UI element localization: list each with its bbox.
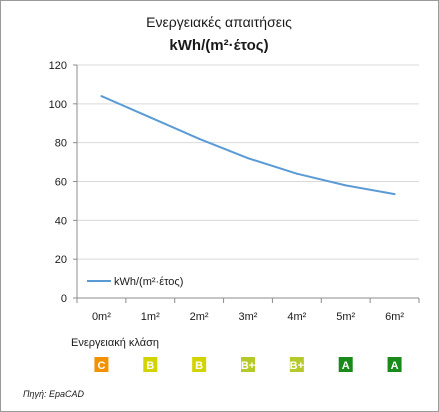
series-line	[101, 95, 395, 196]
energy-class-badge-box	[94, 357, 109, 372]
energy-class-badge-box	[289, 357, 304, 372]
energy-class-badge: B	[192, 357, 207, 372]
data-point	[247, 157, 249, 160]
energy-class-badge-text: B+	[241, 360, 255, 372]
axes	[73, 64, 420, 303]
data-point	[149, 116, 152, 119]
energy-class-badge-text: B	[146, 360, 154, 372]
energy-class-badge-box	[241, 357, 255, 372]
data-point	[393, 193, 396, 196]
energy-class-badge-text: A	[342, 360, 350, 372]
source-note: Πηγή: EpaCAD	[23, 389, 85, 399]
energy-class-badge-text: B+	[290, 360, 304, 372]
y-tick-label: 120	[49, 60, 67, 72]
series-layer	[100, 95, 396, 196]
data-point	[100, 95, 103, 98]
energy-class-badge-text: A	[391, 360, 399, 372]
energy-class-badge-box	[192, 357, 207, 372]
energy-class-badge: A	[387, 357, 402, 372]
y-tick-label: 40	[55, 215, 67, 227]
energy-class-badge-box	[387, 357, 402, 372]
energy-class-badge: A	[338, 357, 353, 372]
legend: kWh/(m²·έτος)	[87, 276, 183, 288]
energy-class-badge-text: B	[195, 360, 203, 372]
y-tick-label: 0	[61, 293, 67, 305]
y-tick-label: 80	[55, 138, 67, 150]
y-axis-ticks: 0 20 40 60 80 100 120	[49, 60, 67, 305]
y-tick-label: 100	[49, 99, 67, 111]
x-tick-label: 3m²	[239, 311, 258, 323]
energy-class-label: Ενεργειακή κλάση	[71, 337, 159, 349]
gridlines	[77, 64, 419, 260]
energy-class-badge-box	[338, 357, 353, 372]
energy-class-badge: B+	[290, 357, 304, 372]
chart-subtitle: kWh/(m²·έτος)	[169, 37, 268, 54]
energy-class-badge: C	[94, 357, 109, 372]
energy-class-badge: B	[143, 357, 158, 372]
x-tick-label: 1m²	[141, 311, 160, 323]
data-point	[344, 184, 347, 187]
legend-label: kWh/(m²·έτος)	[114, 276, 183, 288]
energy-class-badge: B+	[241, 357, 255, 372]
y-tick-label: 20	[55, 254, 67, 266]
chart-title: Ενεργειακές απαιτήσεις	[146, 14, 292, 30]
energy-class-badge-text: C	[97, 360, 105, 372]
x-axis-ticks: 0m² 1m² 2m² 3m² 4m² 5m² 6m²	[92, 311, 404, 323]
y-tick-label: 60	[55, 177, 67, 189]
x-tick-label: 0m²	[92, 311, 111, 323]
x-tick-label: 2m²	[190, 311, 209, 323]
data-point	[198, 137, 201, 140]
x-tick-label: 6m²	[385, 311, 404, 323]
energy-class-badge-box	[143, 357, 158, 372]
energy-class-badges: C B B B+ B+ A A	[94, 357, 402, 372]
data-point	[295, 172, 298, 175]
x-tick-label: 4m²	[287, 311, 306, 323]
x-tick-label: 5m²	[336, 311, 355, 323]
